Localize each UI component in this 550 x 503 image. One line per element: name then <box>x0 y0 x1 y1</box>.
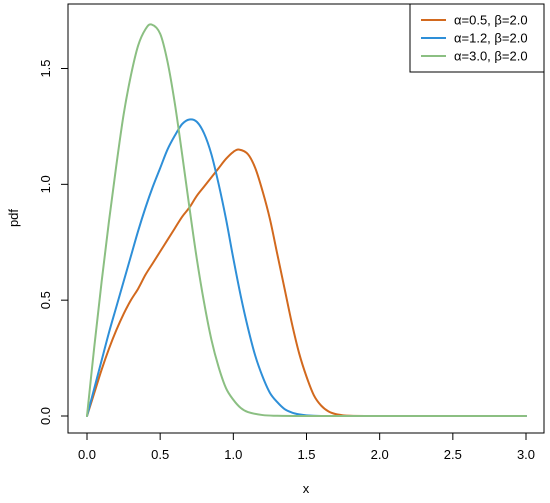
x-tick-label: 2.5 <box>444 447 462 462</box>
x-tick-label: 1.5 <box>297 447 315 462</box>
y-tick-label: 0.0 <box>38 407 53 425</box>
y-tick-label: 1.5 <box>38 59 53 77</box>
legend: α=0.5, β=2.0 α=1.2, β=2.0 α=3.0, β=2.0 <box>409 3 545 73</box>
x-axis-title: x <box>303 481 310 496</box>
y-axis-title: pdf <box>6 209 21 227</box>
series-line-3 <box>86 23 527 418</box>
x-tick-label: 3.0 <box>517 447 535 462</box>
legend-label-1: α=0.5, β=2.0 <box>454 13 528 28</box>
y-tick-label: 0.5 <box>38 291 53 309</box>
x-tick-label: 1.0 <box>224 447 242 462</box>
x-tick-label: 0.0 <box>78 447 96 462</box>
series-line-2 <box>86 118 527 418</box>
x-tick-label: 2.0 <box>371 447 389 462</box>
series-line-1 <box>86 148 527 418</box>
legend-label-2: α=1.2, β=2.0 <box>454 31 528 46</box>
legend-label-3: α=3.0, β=2.0 <box>454 49 528 64</box>
y-axis: 0.0 0.5 1.0 1.5 <box>38 59 68 425</box>
series-group <box>86 23 527 418</box>
y-tick-label: 1.0 <box>38 175 53 193</box>
x-axis: 0.0 0.5 1.0 1.5 2.0 2.5 3.0 <box>78 433 535 462</box>
x-tick-label: 0.5 <box>151 447 169 462</box>
